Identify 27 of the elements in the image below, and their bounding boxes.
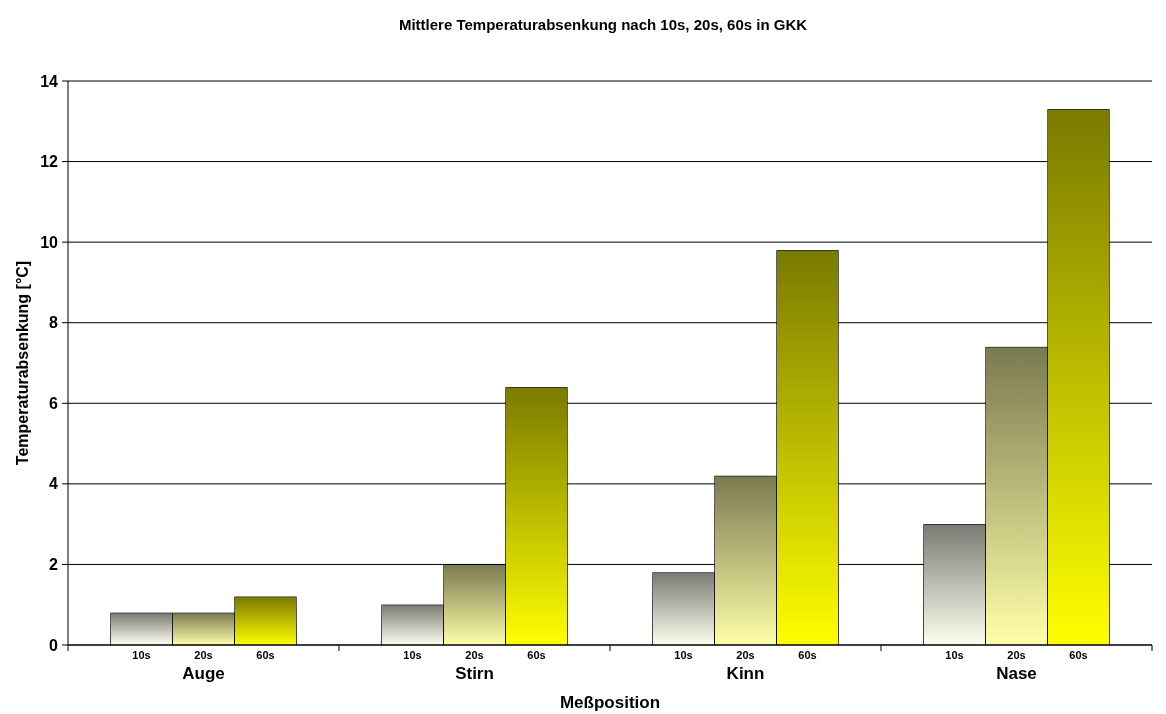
y-tick-label: 10 — [40, 233, 59, 251]
y-tick-label: 0 — [49, 636, 59, 654]
text: 60s — [1069, 649, 1088, 661]
chart-title: Mittlere Temperaturabsenkung nach 10s, 20s, 60s in GKK — [398, 16, 808, 33]
series-label: 10s — [132, 649, 151, 661]
x-tick-label: Kinn — [726, 664, 765, 683]
text: 20s — [465, 649, 484, 661]
y-tick-label: 8 — [49, 314, 59, 332]
x-axis-title: Meßposition — [559, 693, 661, 712]
text: 60s — [527, 649, 546, 661]
x-tick-label: Stirn — [455, 664, 494, 683]
text: 60s — [798, 649, 817, 661]
y-tick-label: 2 — [49, 556, 59, 574]
series-label: 60s — [256, 649, 275, 661]
text: 20s — [1007, 649, 1026, 661]
y-axis-title: Temperaturabsenkung [°C] — [14, 260, 31, 466]
text: 20s — [736, 649, 755, 661]
text: 10s — [403, 649, 422, 661]
text: 10s — [945, 649, 964, 661]
y-tick-label: 12 — [40, 153, 59, 171]
y-tick-label: 14 — [40, 72, 59, 90]
y-tick-label: 4 — [49, 475, 59, 493]
series-label: 20s — [194, 649, 213, 661]
x-tick-label: Auge — [182, 664, 225, 683]
y-tick-label: 6 — [49, 394, 59, 412]
text: 10s — [674, 649, 693, 661]
x-tick-label: Nase — [996, 664, 1037, 683]
